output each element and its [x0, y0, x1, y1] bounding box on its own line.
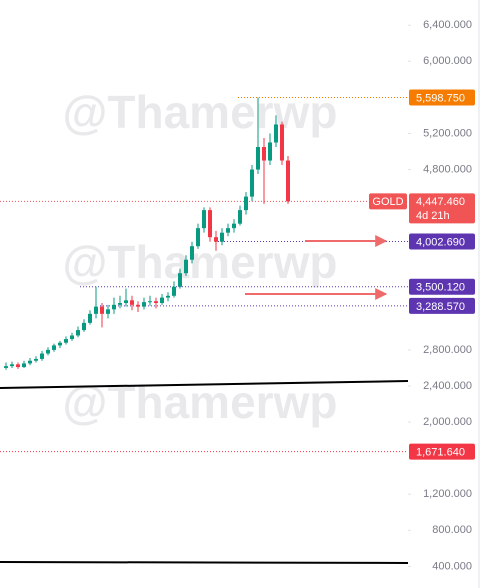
y-tick-label: 2,800.000 [423, 344, 472, 356]
candle-body [280, 124, 284, 161]
candle-body [220, 232, 224, 242]
candle-body [136, 304, 140, 307]
price-axis: 6,400.000 6,000.000 5,200.000 4,800.000 2,80… [369, 19, 475, 572]
candle-body [76, 330, 80, 336]
candle-body [142, 302, 146, 307]
candle-body [148, 301, 152, 303]
price-badge-label: 4,002.690 [416, 236, 465, 248]
price-badge-label: 3,288.570 [416, 301, 465, 313]
watermarks: @Thamerwp @Thamerwp @Thamerwp [63, 86, 338, 428]
y-tick-label: 6,400.000 [423, 19, 472, 31]
candle-body [22, 363, 26, 368]
candle-body [166, 295, 170, 298]
candle-body [46, 349, 50, 354]
candle-body [118, 303, 122, 305]
candle-body [58, 342, 62, 346]
candle-body [112, 304, 116, 310]
candle-body [274, 124, 278, 143]
candle-body [190, 246, 194, 260]
y-tick-label: 1,200.000 [423, 488, 472, 500]
price-badge [409, 233, 475, 250]
candle-body [10, 364, 14, 367]
candles [4, 97, 290, 370]
candle-body [268, 142, 272, 161]
price-badge [409, 193, 475, 224]
candle-body [4, 366, 8, 368]
candle-body [34, 358, 38, 361]
y-tick-label: 6,000.000 [423, 55, 472, 67]
candle-body [130, 300, 134, 305]
candle-body [226, 228, 230, 233]
candle-body [40, 353, 44, 359]
candle-body [202, 210, 206, 229]
candle-body [244, 196, 248, 211]
countdown: 4d 21h [416, 210, 450, 222]
candle-body [250, 169, 254, 197]
candle-body [172, 286, 176, 296]
candle-body [16, 364, 20, 368]
candle-body [184, 259, 188, 274]
trend-line [0, 380, 409, 389]
price-badge-label: 5,598.750 [416, 92, 465, 104]
y-tick-label: 5,200.000 [423, 127, 472, 139]
candle-body [94, 306, 98, 314]
price-badge-label: 4,447.460 [416, 196, 465, 208]
candle-body [88, 313, 92, 323]
candle-body [262, 147, 266, 161]
price-badge-label: 3,500.120 [416, 282, 465, 294]
candle-body [238, 210, 242, 224]
watermark: @Thamerwp [63, 86, 338, 138]
y-tick-label: 4,800.000 [423, 163, 472, 175]
candle-body [100, 306, 104, 314]
candle-body [124, 300, 128, 304]
candle-body [208, 210, 212, 238]
candle-body [64, 339, 68, 343]
price-badge [409, 89, 475, 106]
candle-body [286, 160, 290, 202]
candle-body [196, 228, 200, 247]
candle-body [178, 273, 182, 287]
candle-body [154, 301, 158, 304]
y-tick-label: 2,400.000 [423, 380, 472, 392]
symbol-label: GOLD [372, 196, 403, 208]
price-badge [409, 297, 475, 314]
y-tick-label: 2,000.000 [423, 416, 472, 428]
y-tick-label: 400.000 [432, 560, 472, 572]
candle-body [106, 309, 110, 314]
price-badge-label: 1,671.640 [416, 447, 465, 459]
candle-body [52, 345, 56, 350]
candle-body [82, 322, 86, 331]
trend-line [0, 561, 409, 564]
candle-body [28, 360, 32, 364]
candle-body [160, 297, 164, 304]
candle-body [256, 147, 260, 170]
symbol-badge [369, 193, 407, 210]
candle-body [70, 335, 74, 340]
price-badge [409, 278, 475, 295]
price-badge [409, 443, 475, 460]
y-tick-label: 800.000 [432, 524, 472, 536]
candle-body [232, 223, 236, 229]
candle-body [214, 237, 218, 242]
